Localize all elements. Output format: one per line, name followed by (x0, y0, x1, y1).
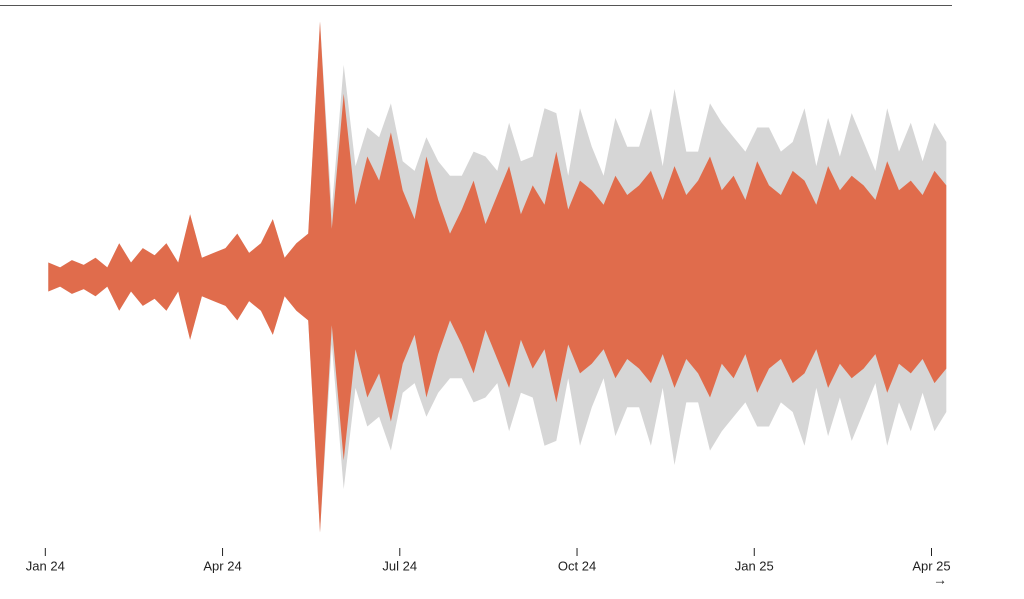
x-tick-label: Oct 24 (558, 558, 596, 573)
x-tick-label: Jan 24 (26, 558, 65, 573)
x-tick-label: Apr 25 (912, 558, 950, 573)
x-tick-label: Apr 24 (203, 558, 241, 573)
scroll-arrow[interactable]: → (933, 572, 947, 588)
x-tick-label: Jan 25 (735, 558, 774, 573)
x-tick-label: Jul 24 (382, 558, 417, 573)
stream-layer (48, 21, 947, 533)
